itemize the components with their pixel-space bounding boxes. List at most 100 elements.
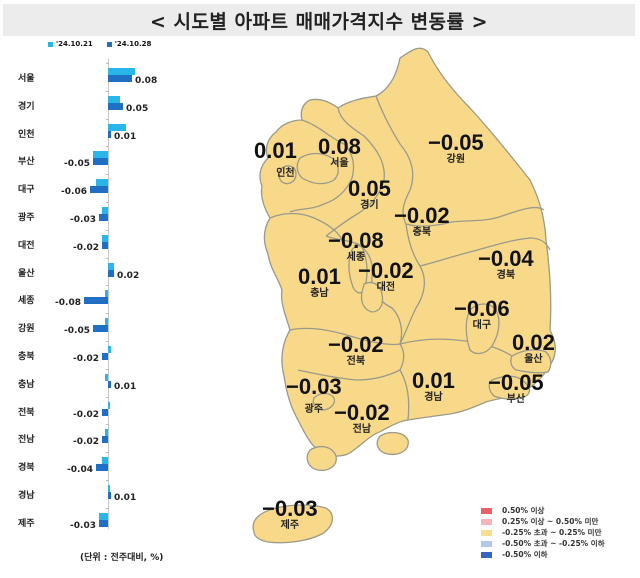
axis-tick xyxy=(106,341,109,342)
bar-curr-week xyxy=(108,492,111,499)
bar-prev-week xyxy=(108,485,110,492)
region-value: 0.05 xyxy=(348,176,391,201)
category-label: 세종 xyxy=(18,296,35,307)
region-name: 제주 xyxy=(280,520,300,531)
bar-row: 전북 -0.02 xyxy=(0,397,200,425)
axis-tick xyxy=(106,63,109,64)
bar-prev-week xyxy=(108,68,135,75)
region-gyeongbuk: −0.04 경북 xyxy=(478,248,534,282)
legend-label: -0.50% 초과 ~ -0.25% 이하 xyxy=(502,539,605,548)
category-label: 강원 xyxy=(18,324,35,335)
axis-tick xyxy=(106,118,109,120)
axis-tick xyxy=(106,507,109,509)
busan-border xyxy=(488,375,531,400)
legend-swatch-prev xyxy=(48,41,53,47)
gwangju-border xyxy=(312,392,336,411)
value-label: 0.08 xyxy=(135,76,158,86)
region-gwangju: −0.03 광주 xyxy=(286,376,342,416)
value-label: 0.01 xyxy=(114,493,137,503)
bar-row: 전남 -0.02 xyxy=(0,424,200,452)
category-label: 충북 xyxy=(18,352,35,362)
bar-row: 제주 -0.03 xyxy=(0,508,200,536)
axis-tick xyxy=(106,90,109,92)
axis-tick xyxy=(106,229,109,231)
map-shape xyxy=(252,47,556,544)
chart-legend: '24.10.21 '24.10.28 xyxy=(48,40,151,48)
bar-curr-week xyxy=(108,75,132,82)
region-value: −0.03 xyxy=(262,496,318,521)
bar-row: 서울 0.08 xyxy=(0,63,200,91)
legend-label: -0.50% 이하 xyxy=(502,550,548,559)
legend-label-prev: '24.10.21 xyxy=(56,40,93,48)
legend-swatch xyxy=(481,507,492,514)
region-chungbuk: −0.02 충북 xyxy=(394,205,450,239)
region-daejeon: −0.02 대전 xyxy=(358,260,414,294)
value-label: -0.02 xyxy=(73,242,99,253)
zero-axis xyxy=(108,59,109,529)
bar-row: 경북 -0.04 xyxy=(0,452,200,480)
map-legend-item: 0.50% 이상 xyxy=(481,505,605,516)
bar-row: 울산 0.02 xyxy=(0,258,200,286)
category-label: 광주 xyxy=(18,213,35,223)
ulsan-border xyxy=(510,349,552,374)
region-value: −0.05 xyxy=(488,370,544,395)
region-value: −0.02 xyxy=(394,203,450,228)
daejeon-border xyxy=(360,281,384,313)
region-name: 충북 xyxy=(412,227,432,238)
value-label: 0.01 xyxy=(114,381,137,392)
bar-row: 대전 -0.02 xyxy=(0,230,200,258)
value-label: -0.03 xyxy=(70,215,96,225)
region-value: −0.06 xyxy=(454,296,510,321)
bar-prev-week xyxy=(108,95,120,103)
bar-row: 세종 -0.08 xyxy=(0,285,200,313)
bar-row: 강원 -0.05 xyxy=(0,313,200,341)
value-label: -0.06 xyxy=(61,187,87,198)
unit-note: (단위 : 전주대비, %) xyxy=(80,553,164,563)
page-title: < 시도별 아파트 매매가격지수 변동률 > xyxy=(3,4,635,36)
category-label: 경남 xyxy=(18,491,35,501)
region-value: 0.08 xyxy=(318,134,361,159)
value-label: 0.02 xyxy=(117,270,140,281)
region-value: −0.04 xyxy=(478,246,534,271)
axis-tick xyxy=(106,174,109,176)
bar-curr-week xyxy=(84,297,108,305)
region-name: 인천 xyxy=(276,168,295,179)
mainland xyxy=(259,47,556,457)
bar-prev-week xyxy=(102,234,108,242)
region-gyeongnam: 0.01 경남 xyxy=(412,370,455,404)
value-label: -0.02 xyxy=(73,437,99,448)
bar-curr-week xyxy=(108,269,114,277)
bar-curr-week xyxy=(102,436,108,444)
value-label: 0.05 xyxy=(126,103,149,114)
bar-row: 충남 0.01 xyxy=(0,369,200,397)
jeju xyxy=(252,504,333,544)
value-label: -0.04 xyxy=(67,465,93,476)
axis-tick xyxy=(106,146,109,148)
region-value: 0.02 xyxy=(512,330,555,355)
region-ulsan: 0.02 울산 xyxy=(512,332,555,366)
region-value: 0.01 xyxy=(254,138,297,163)
value-label: -0.02 xyxy=(73,409,99,420)
bar-prev-week xyxy=(105,290,108,298)
legend-swatch xyxy=(481,529,492,536)
bar-curr-week xyxy=(108,380,111,388)
korea-map: 0.01 인천 0.08 서울 0.05 경기 −0.05 강원 −0.02 충… xyxy=(240,40,640,550)
region-jeonbuk: −0.02 전북 xyxy=(328,334,384,368)
bar-prev-week xyxy=(93,151,108,159)
legend-label-curr: '24.10.28 xyxy=(114,40,152,48)
region-daegu: −0.06 대구 xyxy=(454,298,510,332)
region-value: −0.02 xyxy=(328,332,384,357)
region-value: 0.01 xyxy=(298,264,341,289)
region-name: 광주 xyxy=(304,404,324,415)
map-legend-item: -0.50% 초과 ~ -0.25% 이하 xyxy=(481,538,605,549)
category-label: 전남 xyxy=(18,435,35,446)
axis-tick xyxy=(106,480,109,481)
bar-row: 경기 0.05 xyxy=(0,91,200,119)
bar-curr-week xyxy=(102,353,108,360)
category-label: 대전 xyxy=(18,240,35,251)
axis-tick xyxy=(106,424,109,426)
region-name: 경기 xyxy=(360,200,379,211)
bar-prev-week xyxy=(108,346,111,353)
bar-row: 충북 -0.02 xyxy=(0,341,200,369)
legend-swatch xyxy=(481,518,492,525)
